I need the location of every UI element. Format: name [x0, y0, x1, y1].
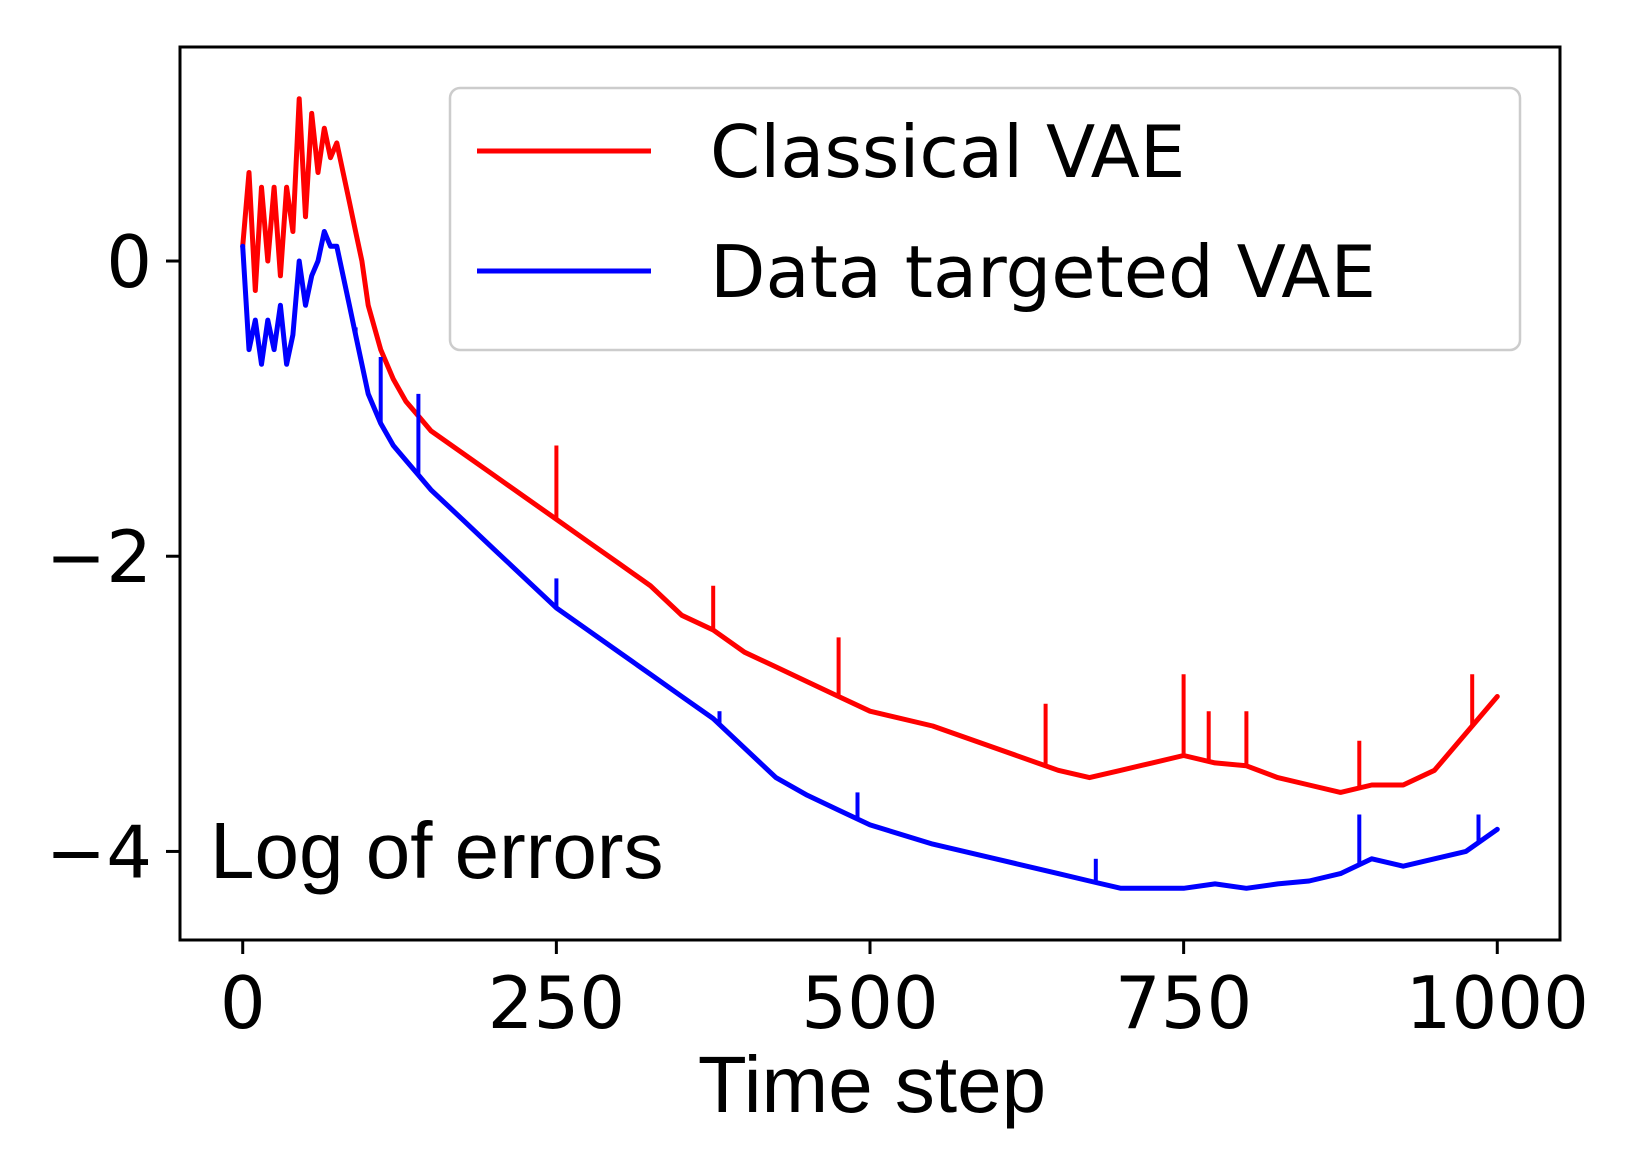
series-layer: [240, 96, 1500, 891]
x-tick-label: 750: [1115, 961, 1252, 1045]
series-classical-vae: [240, 96, 1500, 795]
y-axis: 0 −2 −4: [46, 220, 180, 894]
series-data-targeted-vae: [240, 229, 1500, 891]
y-tick-label: −2: [46, 515, 152, 599]
x-axis: 0 250 500 750 1000: [220, 940, 1589, 1045]
legend-label-data-targeted-vae: Data targeted VAE: [710, 230, 1376, 314]
legend: Classical VAE Data targeted VAE: [448, 86, 1522, 352]
x-tick-label: 1000: [1406, 961, 1589, 1045]
y-tick-label: 0: [106, 220, 152, 304]
x-tick-label: 250: [488, 961, 625, 1045]
legend-label-classical-vae: Classical VAE: [710, 110, 1185, 194]
x-tick-label: 0: [220, 961, 266, 1045]
series-line-data-targeted-vae: [240, 229, 1500, 891]
x-tick-label: 500: [801, 961, 938, 1045]
x-axis-label: Time step: [698, 1040, 1046, 1129]
series-line-classical-vae: [240, 96, 1500, 795]
legend-box: [448, 86, 1522, 352]
y-tick-label: −4: [46, 810, 152, 894]
annotation-log-of-errors: Log of errors: [210, 806, 664, 895]
